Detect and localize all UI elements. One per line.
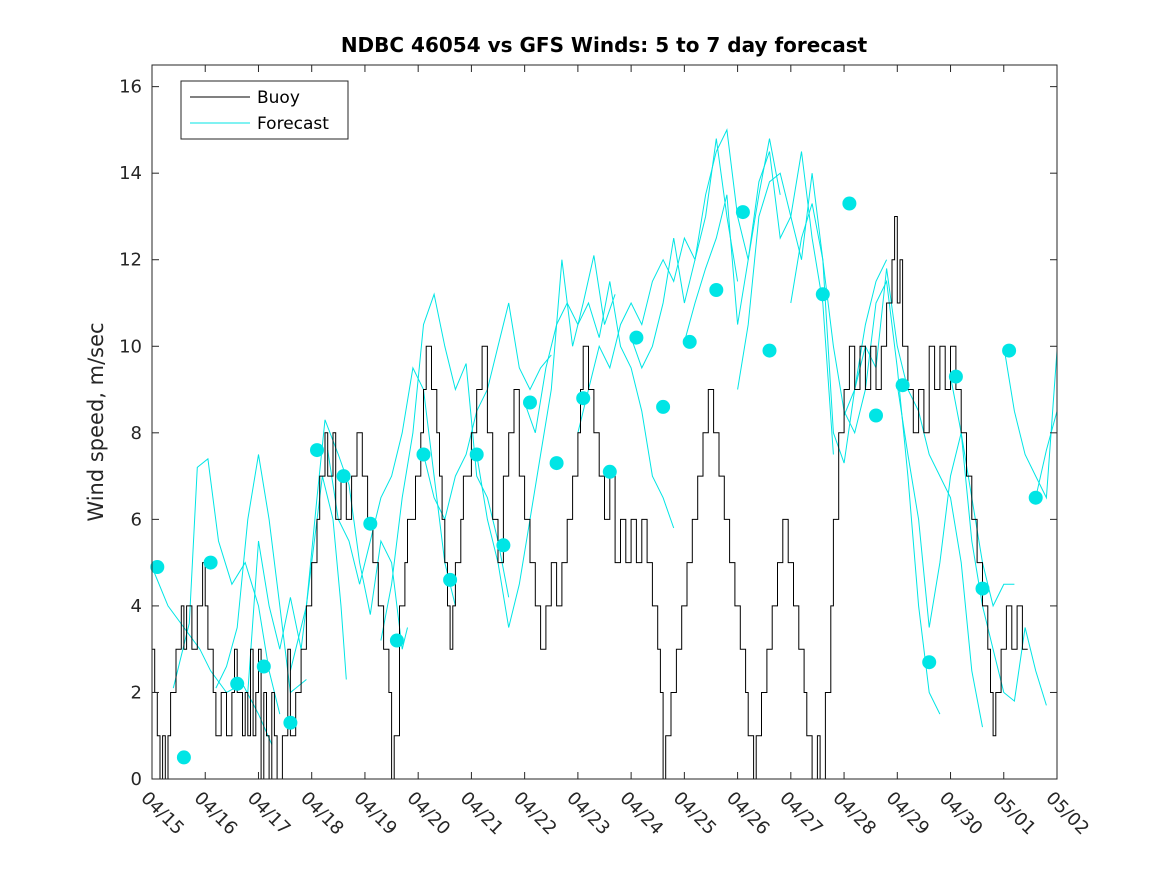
- x-tick-label: 04/26: [722, 788, 774, 840]
- forecast-line: [524, 281, 675, 529]
- forecast-marker: [709, 283, 724, 297]
- forecast-marker: [815, 287, 830, 302]
- forecast-line: [172, 457, 281, 715]
- legend: Buoy Forecast: [180, 80, 349, 140]
- forecast-marker: [523, 395, 537, 410]
- buoy-line: [152, 216, 1028, 780]
- forecast-marker: [203, 555, 218, 570]
- forecast-marker: [256, 659, 271, 674]
- x-tick-label: 04/24: [616, 788, 668, 840]
- forecast-line: [577, 138, 739, 433]
- forecast-line: [289, 419, 408, 671]
- data-layer: [150, 128, 1058, 780]
- forecast-marker: [682, 334, 697, 349]
- forecast-marker: [230, 676, 245, 691]
- forecast-marker: [922, 655, 937, 670]
- y-tick-label: 14: [119, 163, 142, 184]
- plot-background: [152, 65, 1057, 779]
- y-tick-label: 0: [131, 769, 142, 790]
- forecast-line: [327, 366, 456, 607]
- y-tick-label: 8: [131, 423, 142, 444]
- x-tick-label: 04/28: [829, 788, 881, 840]
- forecast-marker: [549, 456, 564, 471]
- x-tick-label: 04/27: [775, 788, 827, 840]
- forecast-marker: [869, 408, 883, 423]
- x-tick-label: 04/20: [403, 788, 455, 840]
- forecast-marker: [1028, 490, 1043, 505]
- forecast-marker: [176, 750, 191, 765]
- x-tick-label: 04/29: [882, 788, 934, 840]
- x-tick-label: 04/18: [296, 788, 348, 840]
- x-tick-label: 04/16: [190, 788, 242, 840]
- x-tick-label: 04/17: [243, 788, 295, 840]
- forecast-marker: [469, 447, 484, 462]
- forecast-marker: [948, 369, 963, 384]
- forecast-marker: [443, 572, 458, 587]
- chart-title: NDBC 46054 vs GFS Winds: 5 to 7 day fore…: [341, 33, 868, 57]
- x-tick-label: 04/21: [456, 788, 508, 840]
- y-tick-label: 4: [131, 596, 142, 617]
- y-tick-label: 16: [119, 77, 142, 98]
- forecast-marker: [629, 330, 644, 345]
- forecast-marker: [310, 443, 324, 458]
- forecast-marker: [389, 633, 404, 648]
- forecast-marker: [283, 715, 298, 730]
- forecast-marker: [656, 399, 671, 414]
- x-tick-label: 04/23: [562, 788, 614, 840]
- plot-frame: [151, 64, 1058, 780]
- x-tick-label: 04/15: [136, 788, 188, 840]
- forecast-marker: [762, 343, 777, 358]
- forecast-marker: [363, 516, 378, 531]
- forecast-marker: [975, 581, 990, 596]
- x-tick-label: 05/02: [1041, 788, 1093, 840]
- x-tick-label: 05/01: [988, 788, 1040, 840]
- forecast-line: [380, 292, 510, 641]
- forecast-line: [950, 376, 1047, 706]
- forecast-marker: [842, 196, 857, 211]
- forecast-marker: [735, 205, 750, 220]
- y-tick-label: 2: [131, 682, 142, 703]
- forecast-line: [630, 128, 781, 370]
- forecast-marker: [576, 391, 591, 406]
- legend-buoy-label: Buoy: [257, 88, 300, 108]
- forecast-line: [215, 454, 307, 694]
- forecast-line: [896, 385, 1015, 628]
- forecast-marker: [150, 560, 165, 574]
- forecast-marker: [496, 538, 511, 553]
- forecast-marker: [1002, 343, 1017, 358]
- forecast-marker: [895, 378, 910, 393]
- legend-forecast-label: Forecast: [257, 114, 329, 134]
- forecast-line: [476, 255, 616, 628]
- forecast-line: [1035, 411, 1058, 498]
- legend-box: [180, 80, 349, 140]
- forecast-line: [1003, 346, 1058, 500]
- forecast-line: [683, 151, 834, 455]
- forecast-marker: [336, 469, 351, 484]
- x-tick-label: 04/25: [669, 788, 721, 840]
- x-tick-label: 04/22: [509, 788, 561, 840]
- x-tick-label: 04/30: [935, 788, 987, 840]
- forecast-marker: [602, 464, 617, 479]
- y-tick-label: 6: [131, 509, 142, 530]
- forecast-marker: [416, 447, 431, 462]
- x-tick-label: 04/19: [349, 788, 401, 840]
- y-tick-label: 12: [119, 250, 142, 271]
- y-axis-label: Wind speed, m/sec: [84, 322, 108, 521]
- y-tick-label: 10: [119, 336, 142, 357]
